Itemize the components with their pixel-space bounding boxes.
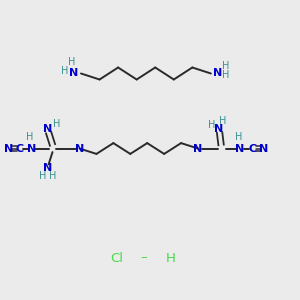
- Text: Cl: Cl: [110, 251, 124, 265]
- Text: N: N: [75, 143, 84, 154]
- Text: N: N: [69, 68, 78, 79]
- Text: N: N: [27, 143, 36, 154]
- Text: H: H: [49, 171, 56, 182]
- Text: H: H: [166, 251, 176, 265]
- Text: H: H: [53, 119, 60, 130]
- Text: C: C: [248, 143, 257, 154]
- Text: N: N: [214, 124, 224, 134]
- Text: C: C: [15, 143, 24, 154]
- Text: H: H: [222, 61, 230, 71]
- Text: H: H: [61, 66, 69, 76]
- Text: N: N: [44, 163, 52, 173]
- Text: H: H: [68, 57, 76, 67]
- Text: H: H: [39, 171, 46, 182]
- Text: N: N: [4, 143, 14, 154]
- Text: H: H: [26, 132, 34, 142]
- Text: N: N: [194, 143, 202, 154]
- Text: H: H: [208, 120, 215, 130]
- Text: H: H: [219, 116, 226, 127]
- Text: –: –: [141, 251, 147, 265]
- Text: N: N: [213, 68, 222, 79]
- Text: H: H: [235, 132, 242, 142]
- Text: N: N: [259, 143, 268, 154]
- Text: N: N: [236, 143, 244, 154]
- Text: N: N: [44, 124, 52, 134]
- Text: H: H: [222, 70, 230, 80]
